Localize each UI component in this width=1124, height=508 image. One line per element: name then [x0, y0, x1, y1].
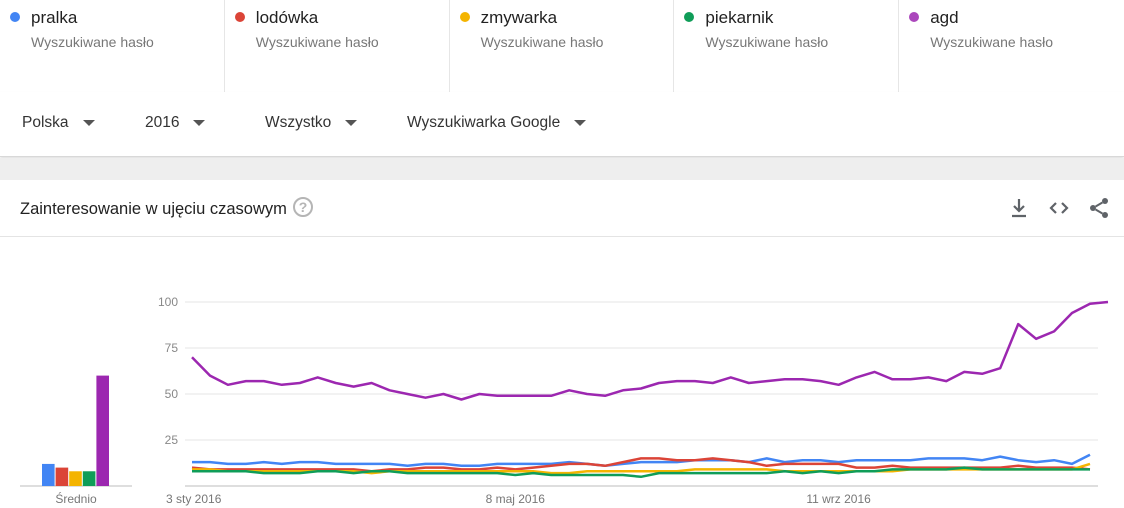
average-bar-pralka	[42, 463, 55, 486]
term-name[interactable]: zmywarka	[480, 8, 558, 27]
term-color-dot	[10, 12, 20, 22]
card-title: Zainteresowanie w ujęciu czasowym	[20, 200, 287, 218]
term-subtitle: Wyszukiwane hasło	[930, 34, 1054, 50]
term-subtitle: Wyszukiwane hasło	[31, 34, 154, 50]
category-value: Wszystko	[265, 114, 332, 131]
y-tick-label: 50	[165, 387, 179, 401]
source-value: Wyszukiwarka Google	[407, 114, 561, 131]
dropdown-arrow-icon	[193, 120, 206, 126]
x-tick-label: 11 wrz 2016	[806, 492, 871, 506]
y-tick-label: 100	[158, 295, 178, 309]
dropdown-arrow-icon	[574, 120, 587, 126]
average-label: Średnio	[55, 491, 97, 506]
series-line-piekarnik	[192, 466, 1090, 479]
y-tick-label: 25	[165, 433, 179, 447]
term-name[interactable]: lodówka	[255, 8, 319, 27]
dropdown-arrow-icon	[345, 120, 358, 126]
x-tick-label: 3 sty 2016	[166, 492, 222, 506]
average-bar-agd	[96, 375, 109, 486]
average-bar-zmywarka	[69, 471, 82, 486]
y-tick-label: 75	[165, 341, 179, 355]
term-name[interactable]: piekarnik	[705, 8, 774, 27]
dropdown-arrow-icon	[82, 120, 95, 126]
card-header: Zainteresowanie w ujęciu czasowym ?	[0, 180, 1124, 237]
period-dropdown[interactable]: 2016	[145, 114, 206, 132]
average-bar-lodówka	[55, 467, 69, 486]
download-icon[interactable]	[1007, 196, 1031, 220]
term-name[interactable]: agd	[930, 8, 959, 27]
help-circle-icon[interactable]: ?	[293, 197, 313, 217]
region-dropdown[interactable]: Polska	[22, 114, 95, 132]
source-dropdown[interactable]: Wyszukiwarka Google	[407, 114, 587, 132]
series-line-pralka	[192, 453, 1091, 468]
term-color-dot	[684, 12, 695, 22]
embed-code-icon[interactable]	[1047, 196, 1071, 220]
term-pralka[interactable]: pralka Wyszukiwane hasło	[0, 0, 225, 92]
term-subtitle: Wyszukiwane hasło	[255, 34, 379, 50]
interest-over-time-chart: 25 50 75 100 3 sty 2016 8 maj 2016 11 wrz 2016…	[20, 295, 1109, 506]
share-icon[interactable]	[1087, 196, 1111, 220]
term-zmywarka[interactable]: zmywarka Wyszukiwane hasło	[450, 0, 675, 92]
region-value: Polska	[22, 114, 69, 131]
category-dropdown[interactable]: Wszystko	[265, 114, 358, 132]
x-tick-label: 8 maj 2016	[486, 492, 546, 506]
period-value: 2016	[145, 114, 180, 131]
section-gap	[0, 158, 1124, 180]
term-color-dot	[234, 12, 245, 22]
term-color-dot	[459, 12, 470, 22]
term-color-dot	[909, 12, 920, 22]
average-bar-piekarnik	[82, 471, 96, 486]
series-line-lodówka	[191, 457, 1091, 473]
filters-bar: Polska 2016 Wszystko Wyszukiwarka Google	[0, 92, 1124, 157]
term-agd[interactable]: agd Wyszukiwane hasło	[899, 0, 1124, 92]
term-subtitle: Wyszukiwane hasło	[705, 34, 829, 50]
term-lodowka[interactable]: lodówka Wyszukiwane hasło	[225, 0, 450, 92]
term-subtitle: Wyszukiwane hasło	[480, 34, 604, 50]
term-name[interactable]: pralka	[31, 8, 78, 27]
series-line-agd	[191, 300, 1109, 401]
search-terms-bar: pralka Wyszukiwane hasło lodówka Wyszuki…	[0, 0, 1124, 93]
term-piekarnik[interactable]: piekarnik Wyszukiwane hasło	[674, 0, 900, 92]
